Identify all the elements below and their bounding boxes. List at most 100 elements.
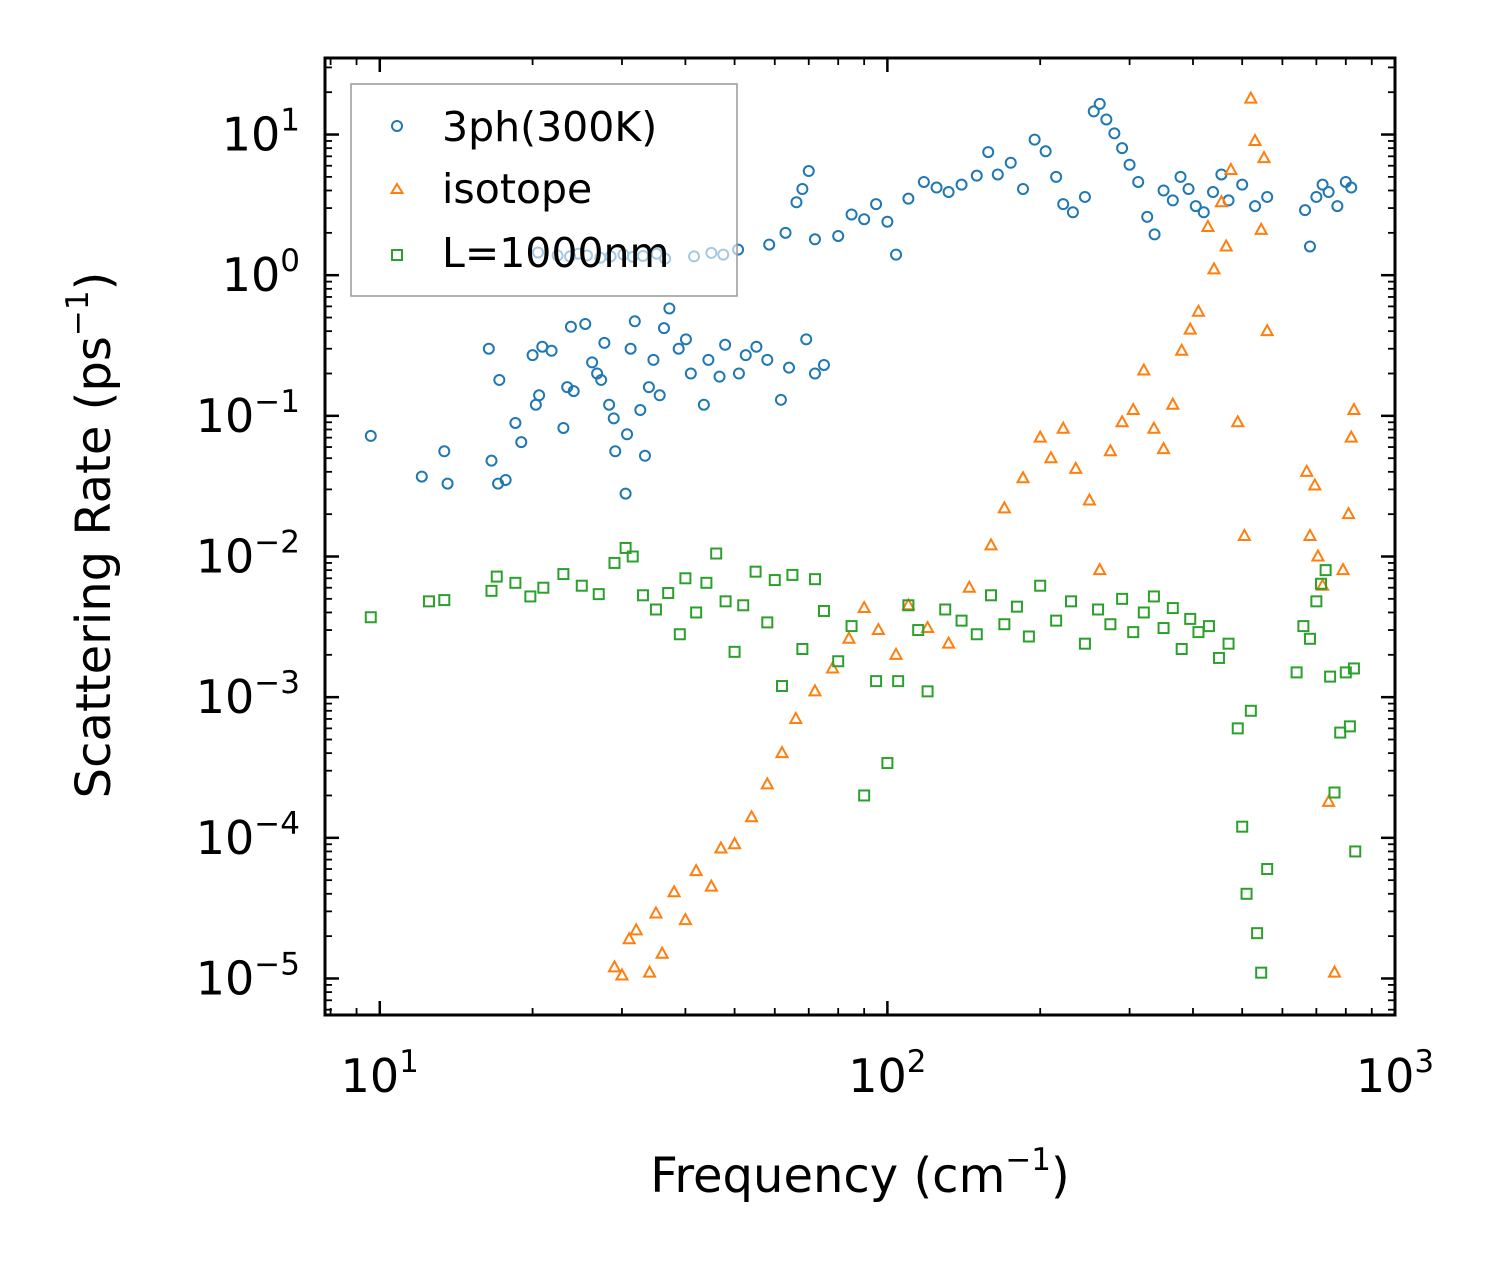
series-2 xyxy=(364,541,1362,979)
legend-box xyxy=(350,83,738,297)
data-point xyxy=(533,389,546,402)
data-point xyxy=(841,630,857,644)
data-point xyxy=(1175,642,1188,655)
data-point xyxy=(663,302,676,315)
data-point xyxy=(1183,321,1198,335)
data-point xyxy=(1104,618,1117,631)
data-point xyxy=(783,361,796,374)
data-point xyxy=(1212,651,1225,664)
data-point xyxy=(982,146,995,159)
data-point xyxy=(1032,429,1048,443)
data-point xyxy=(1261,863,1274,876)
data-point xyxy=(962,579,977,593)
data-point xyxy=(970,628,983,641)
y-tick-label: 101 xyxy=(222,103,300,162)
data-point xyxy=(719,338,732,351)
data-point xyxy=(649,603,662,616)
data-point xyxy=(537,581,550,594)
data-point xyxy=(1087,105,1100,118)
data-point xyxy=(728,645,741,658)
data-point xyxy=(688,863,704,877)
data-point xyxy=(779,226,792,239)
data-point xyxy=(1243,90,1259,104)
data-point xyxy=(1157,184,1170,197)
data-point xyxy=(1192,626,1205,639)
data-point xyxy=(917,175,930,188)
data-point xyxy=(1319,564,1332,577)
data-point xyxy=(1310,190,1323,203)
x-tick-label: 101 xyxy=(341,1044,419,1103)
x-tick-label: 102 xyxy=(848,1044,926,1103)
data-point xyxy=(1015,470,1031,484)
data-point xyxy=(1092,603,1105,616)
y-axis-label: Scattering Rate (ps−1) xyxy=(60,272,122,799)
data-point xyxy=(626,550,639,563)
data-point xyxy=(997,500,1012,514)
data-point xyxy=(1303,240,1316,253)
data-point xyxy=(713,840,729,854)
data-point xyxy=(1191,303,1206,317)
data-point xyxy=(985,589,998,602)
data-point xyxy=(628,315,641,328)
data-point xyxy=(732,367,745,380)
data-point xyxy=(955,178,968,191)
data-point xyxy=(524,590,537,603)
data-point xyxy=(1218,238,1234,252)
data-point xyxy=(1043,450,1059,464)
data-point xyxy=(761,353,774,366)
data-point xyxy=(1116,592,1129,605)
x-tick-labels: 101 102 103 xyxy=(341,1044,1435,1103)
data-point xyxy=(1114,414,1130,428)
data-point xyxy=(1299,204,1312,217)
data-point xyxy=(1127,626,1140,639)
data-point xyxy=(1230,414,1245,428)
data-point xyxy=(768,574,781,587)
data-point xyxy=(1166,602,1179,615)
data-point xyxy=(870,675,883,688)
data-point xyxy=(614,967,630,981)
x-axis-label: Frequency (cm−1) xyxy=(650,1142,1070,1204)
data-point xyxy=(719,595,732,608)
data-point xyxy=(713,370,726,383)
data-point xyxy=(1182,182,1195,195)
data-point xyxy=(1231,722,1244,735)
data-point xyxy=(499,473,512,486)
data-point xyxy=(642,964,657,978)
data-point xyxy=(856,599,872,614)
y-tick-label: 10−1 xyxy=(196,384,300,443)
data-point xyxy=(595,373,608,386)
data-point xyxy=(920,619,935,634)
data-point xyxy=(832,655,845,668)
data-point xyxy=(1347,662,1360,675)
data-point xyxy=(609,445,622,458)
data-point xyxy=(1341,506,1356,520)
data-point xyxy=(653,389,666,402)
y-tick-label: 10−5 xyxy=(196,946,300,1005)
data-point xyxy=(800,333,813,346)
data-point xyxy=(592,588,605,601)
data-point xyxy=(364,429,377,442)
data-point xyxy=(1328,786,1341,799)
data-point xyxy=(1322,186,1335,199)
data-point xyxy=(624,342,637,355)
data-point xyxy=(441,477,454,490)
data-point xyxy=(438,445,451,458)
data-point xyxy=(1343,720,1356,733)
data-point xyxy=(482,342,495,355)
data-point xyxy=(700,576,713,589)
data-point xyxy=(490,570,503,583)
data-point xyxy=(1349,845,1362,858)
data-point xyxy=(1065,595,1078,608)
data-point xyxy=(710,547,723,560)
data-point xyxy=(901,597,916,611)
data-point xyxy=(515,436,528,449)
data-point xyxy=(1346,401,1362,416)
data-point xyxy=(930,181,943,194)
data-point xyxy=(1315,577,1328,590)
data-point xyxy=(619,541,632,554)
data-point xyxy=(912,624,925,637)
data-point xyxy=(760,776,775,790)
data-point xyxy=(485,454,498,467)
data-point xyxy=(621,428,634,441)
